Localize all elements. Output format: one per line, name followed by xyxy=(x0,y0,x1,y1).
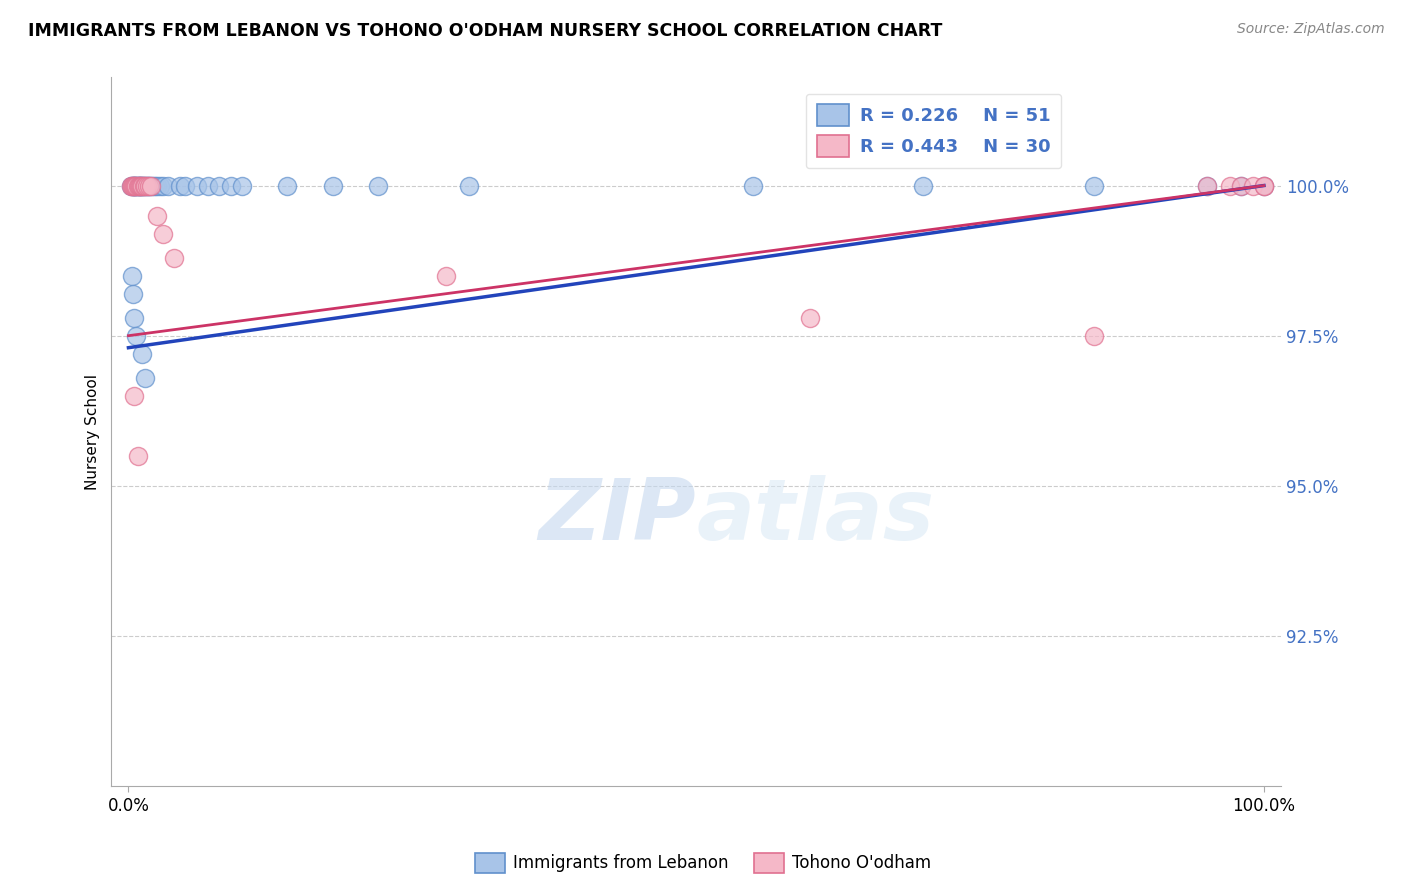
Point xyxy=(128,178,150,193)
Point xyxy=(1083,178,1105,193)
Legend: Immigrants from Lebanon, Tohono O'odham: Immigrants from Lebanon, Tohono O'odham xyxy=(468,847,938,880)
Point xyxy=(1253,178,1275,193)
Point xyxy=(122,178,145,193)
Point xyxy=(1219,178,1241,193)
Point xyxy=(1197,178,1219,193)
Point xyxy=(276,178,298,193)
Point xyxy=(122,178,145,193)
Point xyxy=(122,389,145,403)
Point xyxy=(124,178,146,193)
Point xyxy=(131,347,153,361)
Point xyxy=(197,178,219,193)
Point xyxy=(132,178,155,193)
Point xyxy=(125,178,148,193)
Point xyxy=(120,178,142,193)
Text: IMMIGRANTS FROM LEBANON VS TOHONO O'ODHAM NURSERY SCHOOL CORRELATION CHART: IMMIGRANTS FROM LEBANON VS TOHONO O'ODHA… xyxy=(28,22,942,40)
Point xyxy=(125,178,148,193)
Point xyxy=(1230,178,1253,193)
Point xyxy=(138,178,160,193)
Point xyxy=(146,178,169,193)
Point xyxy=(434,268,457,283)
Point xyxy=(152,227,174,241)
Point xyxy=(125,328,148,343)
Point xyxy=(128,178,150,193)
Point xyxy=(186,178,208,193)
Point xyxy=(129,178,152,193)
Point xyxy=(1241,178,1264,193)
Point xyxy=(458,178,481,193)
Point xyxy=(367,178,389,193)
Text: Source: ZipAtlas.com: Source: ZipAtlas.com xyxy=(1237,22,1385,37)
Text: ZIP: ZIP xyxy=(538,475,696,558)
Point xyxy=(122,178,145,193)
Point xyxy=(146,209,169,223)
Point xyxy=(143,178,166,193)
Point xyxy=(134,370,156,384)
Point xyxy=(134,178,156,193)
Point xyxy=(799,310,821,325)
Point xyxy=(169,178,191,193)
Point xyxy=(131,178,153,193)
Point xyxy=(135,178,157,193)
Point xyxy=(141,178,163,193)
Text: atlas: atlas xyxy=(696,475,935,558)
Point xyxy=(231,178,253,193)
Point xyxy=(127,178,149,193)
Point xyxy=(122,178,145,193)
Point xyxy=(138,178,160,193)
Point xyxy=(912,178,935,193)
Point xyxy=(136,178,159,193)
Point xyxy=(124,178,146,193)
Point xyxy=(141,178,163,193)
Point xyxy=(1253,178,1275,193)
Point xyxy=(129,178,152,193)
Point xyxy=(163,251,186,265)
Y-axis label: Nursery School: Nursery School xyxy=(86,374,100,490)
Point xyxy=(149,178,172,193)
Point xyxy=(122,310,145,325)
Point xyxy=(157,178,180,193)
Point xyxy=(127,178,149,193)
Point xyxy=(128,178,150,193)
Point xyxy=(219,178,242,193)
Point xyxy=(322,178,344,193)
Point xyxy=(1253,178,1275,193)
Point xyxy=(1230,178,1253,193)
Point xyxy=(152,178,174,193)
Point xyxy=(142,178,165,193)
Point xyxy=(128,178,150,193)
Point xyxy=(120,178,142,193)
Point xyxy=(127,178,149,193)
Point xyxy=(121,268,143,283)
Point xyxy=(122,178,145,193)
Point xyxy=(121,178,143,193)
Point xyxy=(1083,328,1105,343)
Point xyxy=(1197,178,1219,193)
Point xyxy=(742,178,765,193)
Point xyxy=(208,178,231,193)
Point xyxy=(121,178,143,193)
Point xyxy=(134,178,156,193)
Point xyxy=(122,286,145,301)
Point xyxy=(127,449,149,463)
Point xyxy=(124,178,146,193)
Point xyxy=(135,178,157,193)
Point xyxy=(134,178,156,193)
Legend: R = 0.226    N = 51, R = 0.443    N = 30: R = 0.226 N = 51, R = 0.443 N = 30 xyxy=(806,94,1062,169)
Point xyxy=(128,178,150,193)
Point xyxy=(174,178,197,193)
Point xyxy=(134,178,156,193)
Point xyxy=(131,178,153,193)
